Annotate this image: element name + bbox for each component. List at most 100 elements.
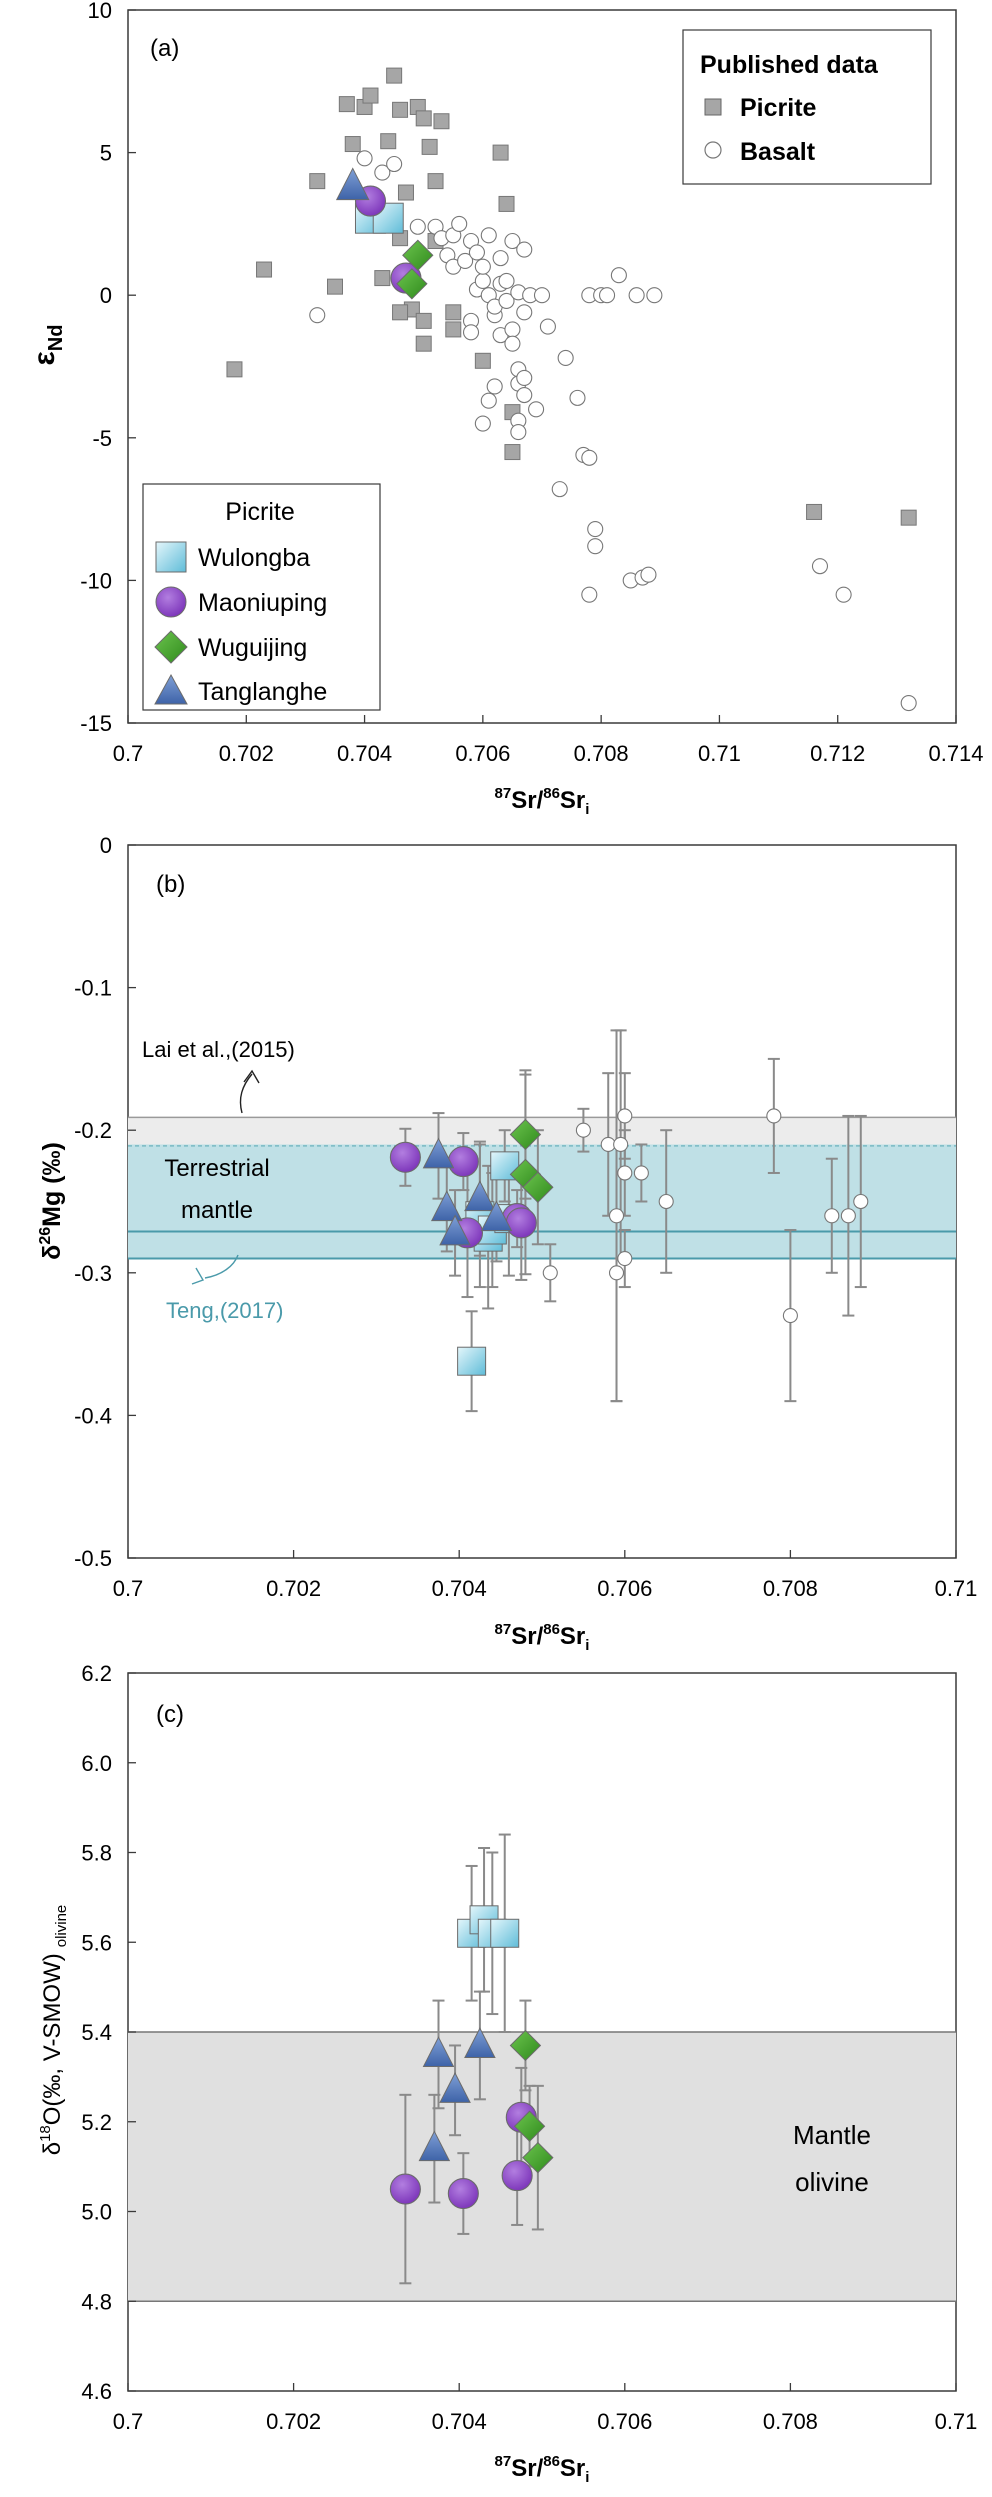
point-picrite [226,361,243,378]
point-basalt [853,1193,869,1210]
x-tick-label: 0.704 [432,1576,487,1601]
tick-marks-b [127,844,957,1559]
point-basalt [480,227,497,244]
point-picrite [386,67,403,84]
point-maoniuping [501,2160,533,2192]
point-maoniuping [447,1146,479,1178]
point-basalt [782,1308,798,1324]
data-marks-c [389,1833,554,2285]
panel-label-b: (b) [156,871,185,898]
y-axis-label-b-main: Mg (‰) [38,1142,66,1227]
point-tanglanghe [430,1190,463,1222]
y-axis-label-b-sup: 26 [37,1227,54,1245]
x-axis-label-b-main2: Sr [560,1623,585,1650]
point-wuguijing [513,2110,546,2142]
point-basalt [610,267,627,284]
point-picrite [474,352,491,369]
point-basalt [581,586,598,603]
annotation-mantle-line2: mantle [181,1197,253,1224]
x-tick-label: 0.704 [432,2409,487,2434]
x-tick-labels-c: 0.7 0.702 0.704 0.706 0.708 0.71 [113,2409,978,2434]
point-basalt [557,349,574,366]
legend-picrite-label: Picrite [740,94,817,122]
point-tanglanghe [464,2027,496,2058]
x-axis-label-a: 87Sr/86Sri [495,785,590,818]
x-tick-label: 0.704 [337,741,392,766]
point-picrite [806,503,823,520]
legend-wuguijing-label: Wuguijing [198,634,307,662]
x-tick-label: 0.702 [266,2409,321,2434]
legend-maoniuping-icon [155,586,187,618]
x-axis-label-a-sup2: 86 [543,785,560,802]
point-basalt [640,566,657,583]
y-tick-label: 5.6 [81,1930,112,1955]
point-basalt [474,415,491,432]
point-picrite [427,173,444,190]
x-tick-label: 0.71 [935,2409,978,2434]
point-wuguijing [522,2141,554,2174]
annotation-lai-arrow [239,1073,253,1114]
point-wulongba [457,1346,487,1376]
annotation-mantle-olivine-line2: olivine [795,2167,869,2197]
bands-b [128,1116,956,1260]
point-basalt [474,258,491,275]
legend-samples: Picrite Wulongba Maoniuping Wuguijing Ta… [142,483,381,711]
point-tanglanghe [480,1200,513,1232]
y-tick-label: 5.0 [81,2200,112,2225]
point-wuguijing [396,268,428,300]
y-tick-label: 4.8 [81,2289,112,2314]
point-basalt [658,1193,674,1210]
x-tick-label: 0.71 [698,741,741,766]
point-maoniuping [505,1207,537,1239]
point-picrite [309,173,326,190]
band-lai-et-al-band [128,1117,956,1146]
data-marks-a [226,67,917,712]
point-basalt [587,521,604,538]
point-picrite [492,144,509,161]
panel-a: -15 -10 -5 0 5 10 0.7 0.702 0.704 0.706 0.708 0.71… [28,0,984,818]
x-axis-label-b-main1: Sr/ [511,1623,543,1650]
x-axis-label-b: 87Sr/86Sri [495,1621,590,1654]
x-axis-label-a-sup1: 87 [495,785,512,802]
panel-c: 4.6 4.8 5.0 5.2 5.4 5.6 5.8 6.0 6.2 0.7 0.702 0.70… [37,1661,977,2486]
y-axis-label-c-pre: δ [39,2142,66,2155]
x-tick-label: 0.708 [763,2409,818,2434]
x-axis-label-a-main2: Sr [560,787,585,814]
y-tick-label: -0.4 [74,1403,112,1428]
legend-tanglanghe-label: Tanglanghe [198,678,327,706]
point-basalt [486,378,503,395]
point-basalt [824,1208,840,1224]
annotation-teng: Teng,(2017) [166,1298,283,1323]
y-tick-labels-c: 4.6 4.8 5.0 5.2 5.4 5.6 5.8 6.0 6.2 [81,1661,112,2404]
point-basalt [474,272,491,289]
point-basalt [309,307,326,324]
band-terrestrial-mantle [128,1144,956,1259]
y-axis-label-b-pre: δ [38,1245,66,1260]
point-basalt [374,164,391,181]
annotation-mantle-line1: Terrestrial [164,1155,269,1182]
y-tick-label: -15 [80,711,112,736]
point-tanglanghe [418,2130,451,2162]
point-picrite [415,312,432,329]
y-tick-label: -10 [80,568,112,593]
point-basalt [539,318,556,335]
x-tick-label: 0.7 [113,2409,144,2434]
point-basalt [608,1265,625,1281]
point-wulongba [490,1918,520,1948]
x-tick-label: 0.712 [810,741,865,766]
point-basalt [617,1250,633,1267]
y-tick-label: 0 [100,833,112,858]
legend-published-box [682,29,932,185]
y-tick-label: 5 [100,141,112,166]
point-basalt [451,215,468,232]
points-c [389,1905,554,2210]
y-tick-label: -0.1 [74,976,112,1001]
point-picrite [415,110,432,127]
panel-label-c: (c) [156,1701,184,1728]
y-axis-label-b: δ26Mg (‰) [37,1142,66,1260]
point-picrite [256,261,273,278]
point-picrite [433,113,450,130]
legend-tanglanghe-icon [154,673,188,705]
